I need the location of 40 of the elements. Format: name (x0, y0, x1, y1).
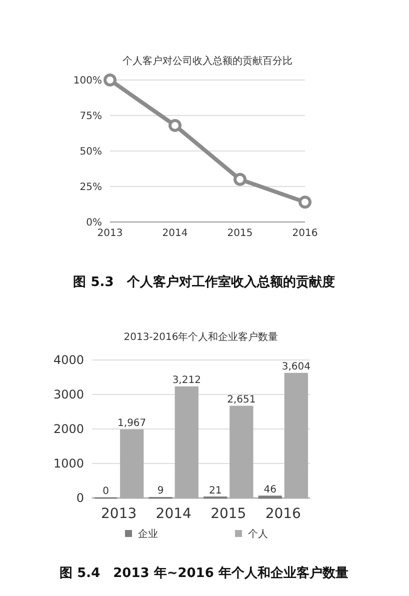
caption: 图 5.4 2013 年~2016 年个人和企业客户数量 (60, 565, 348, 581)
point (298, 196, 312, 209)
legend-label: 个人 (248, 528, 268, 540)
y-tick-label: 4000 (53, 353, 84, 368)
x-tick-label: 2016 (265, 506, 302, 522)
bar (174, 386, 198, 499)
point (104, 74, 116, 86)
y-tick-label: 75% (80, 111, 102, 122)
y-tick-label: 25% (80, 182, 102, 193)
x-tick-label: 2014 (162, 228, 188, 239)
x-tick-label: 2013 (101, 506, 137, 522)
point (234, 172, 246, 186)
x-tick-label: 2014 (156, 506, 192, 522)
y-tick-label: 2000 (53, 422, 84, 436)
bar (120, 429, 144, 499)
data-label: 3,212 (172, 375, 201, 386)
chart-title: 个人客户对公司收入总额的贡献百分比 (122, 55, 292, 67)
bar (230, 406, 254, 499)
data-label: 9 (157, 486, 164, 497)
data-label: 1,967 (118, 418, 146, 430)
chart-title: 2013-2016年个人和企业客户数量 (124, 331, 278, 343)
legend-label: 企业 (138, 528, 158, 540)
bar (284, 372, 308, 499)
y-tick-label: 0% (86, 218, 102, 228)
y-tick-label: 3000 (53, 388, 84, 402)
data-label: 3,604 (282, 362, 311, 373)
x-tick-label: 2015 (210, 506, 246, 522)
caption: 图 5.3 个人客户对工作室收入总额的贡献度 (73, 274, 335, 290)
data-label: 21 (208, 485, 222, 496)
y-tick-label: 100% (73, 76, 102, 86)
data-label: 0 (102, 486, 109, 497)
y-tick-label: 50% (80, 146, 102, 158)
data-label: 2,651 (227, 394, 256, 406)
y-tick-label: 0 (76, 491, 84, 506)
x-tick-label: 2013 (97, 228, 123, 239)
y-tick-label: 1000 (53, 456, 84, 471)
data-label: 46 (264, 484, 276, 496)
x-tick-label: 2016 (292, 228, 318, 239)
x-tick-label: 2015 (227, 228, 253, 239)
point (168, 118, 182, 132)
